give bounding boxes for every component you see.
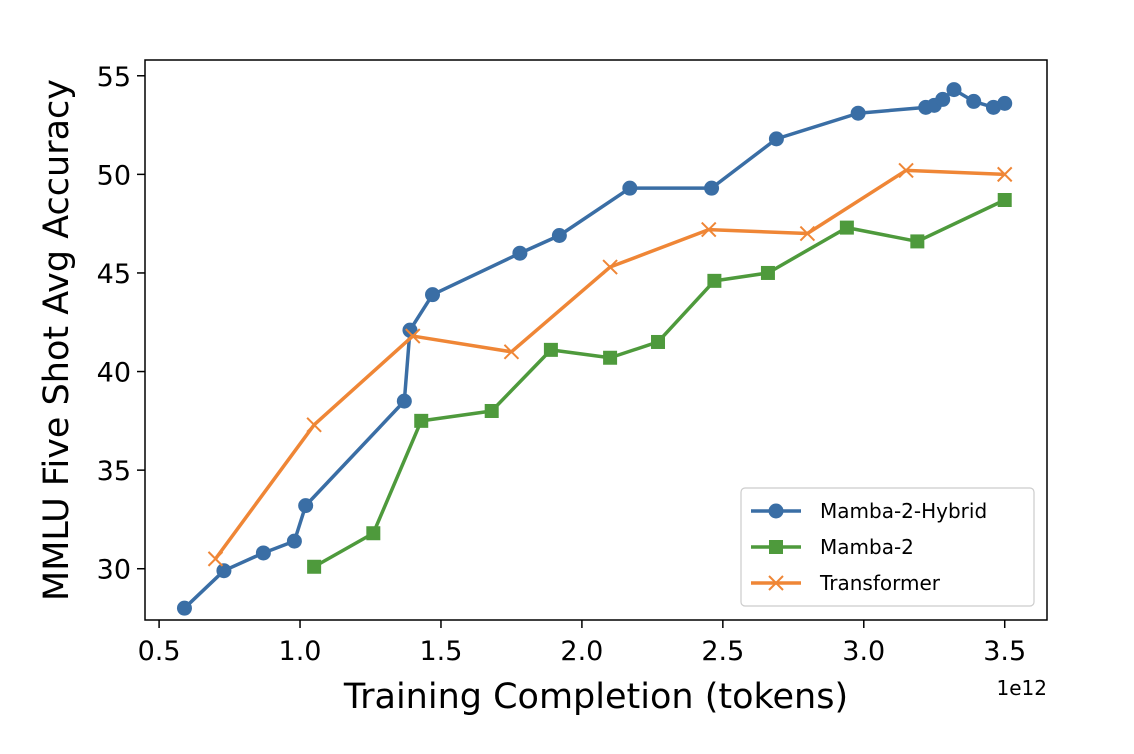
data-point xyxy=(839,220,854,235)
series-2 xyxy=(207,162,1013,567)
data-point xyxy=(910,234,925,249)
data-point xyxy=(405,328,421,344)
data-point xyxy=(651,334,666,349)
data-point xyxy=(707,273,722,288)
x-tick-label: 1.5 xyxy=(419,636,462,667)
legend-label: Mamba-2-Hybrid xyxy=(820,499,987,523)
data-point xyxy=(701,221,717,238)
x-axis-label: Training Completion (tokens) xyxy=(343,677,848,717)
legend-item: Transformer xyxy=(751,571,941,595)
legend: Mamba-2-Hybrid Mamba-2 Transformer xyxy=(740,487,1035,607)
y-tick-label: 55 xyxy=(97,62,131,93)
series-1 xyxy=(307,193,1012,574)
y-tick-label: 50 xyxy=(97,160,131,191)
data-point xyxy=(207,551,224,567)
data-point xyxy=(603,350,618,365)
data-point xyxy=(946,82,962,98)
y-tick-label: 45 xyxy=(97,259,131,290)
x-tick-label: 2.0 xyxy=(560,636,603,667)
data-point xyxy=(306,417,322,433)
data-point xyxy=(551,227,567,243)
legend-label: Mamba-2 xyxy=(820,535,914,559)
data-point xyxy=(799,225,816,242)
data-point xyxy=(366,526,381,541)
data-point xyxy=(704,180,720,196)
data-point xyxy=(512,245,528,261)
y-axis-ticks: 30 35 40 45 50 55 xyxy=(97,62,145,586)
data-point xyxy=(997,166,1013,183)
x-axis-offset-label: 1e12 xyxy=(997,676,1047,700)
y-tick-label: 40 xyxy=(97,358,131,389)
data-point xyxy=(622,180,638,196)
data-point xyxy=(255,545,271,561)
data-point xyxy=(216,563,232,579)
data-point xyxy=(503,344,520,360)
data-point xyxy=(898,162,914,179)
y-axis-label: MMLU Five Shot Avg Accuracy xyxy=(37,79,77,601)
legend-swatch-marker xyxy=(769,540,783,554)
legend-box xyxy=(740,487,1035,607)
x-axis-ticks: 0.5 1.0 1.5 2.0 2.5 3.0 3.5 xyxy=(138,620,1026,667)
legend-swatch-marker xyxy=(768,575,784,591)
data-point xyxy=(176,600,192,616)
x-tick-label: 3.5 xyxy=(983,636,1026,667)
data-point xyxy=(543,342,558,357)
legend-swatch-marker xyxy=(768,503,784,519)
data-point xyxy=(850,105,866,121)
legend-label: Transformer xyxy=(819,571,941,595)
axes xyxy=(144,59,1048,621)
data-point xyxy=(966,93,982,109)
y-tick-label: 35 xyxy=(97,456,131,487)
x-tick-label: 3.0 xyxy=(842,636,885,667)
data-point xyxy=(997,193,1012,207)
data-point xyxy=(298,498,314,514)
series-line xyxy=(313,198,1006,569)
data-point xyxy=(414,413,429,428)
data-point xyxy=(768,131,784,147)
data-point xyxy=(760,265,775,280)
x-tick-label: 1.0 xyxy=(279,636,322,667)
data-point xyxy=(425,287,441,303)
data-point xyxy=(286,533,302,549)
y-tick-label: 30 xyxy=(97,555,131,586)
legend-item: Mamba-2-Hybrid xyxy=(751,499,987,523)
data-point xyxy=(602,259,618,275)
data-point xyxy=(396,393,412,409)
data-point xyxy=(484,403,499,418)
data-point xyxy=(997,95,1013,111)
axes-frame xyxy=(144,59,1048,621)
data-point xyxy=(935,91,951,107)
x-tick-label: 2.5 xyxy=(701,636,744,667)
plot-area xyxy=(176,82,1013,616)
data-point xyxy=(307,559,322,574)
data-point xyxy=(985,99,1001,115)
legend-item: Mamba-2 xyxy=(751,535,914,559)
x-tick-label: 0.5 xyxy=(138,636,181,667)
